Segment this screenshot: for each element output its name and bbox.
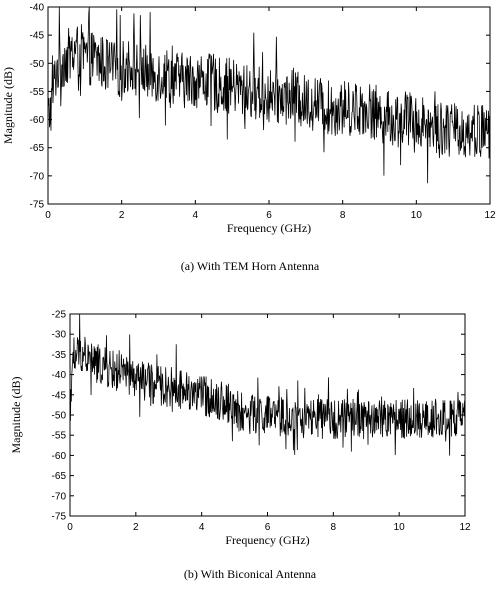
y-tick-label: -75 [52,512,67,523]
x-tick-label: 12 [484,210,496,221]
x-tick-label: 6 [265,522,271,533]
chart-panel-b: 0 2 4 6 8 10 12 -25 -30 -35 -40 -45 -50 -55 -60 -65 -70 -… [9,310,471,582]
y-tick-label: -65 [30,143,45,154]
spectrum-trace [70,314,465,456]
y-tick-label: -40 [52,370,67,381]
y-axis-label: Magnitude (dB) [9,377,23,454]
y-tick-label: -75 [30,200,45,211]
x-axis-label: Frequency (GHz) [227,221,311,235]
x-tick-label: 10 [411,210,423,221]
x-tick-label: 10 [394,522,406,533]
y-tick-label: -50 [30,59,45,70]
x-tick-label: 12 [459,522,471,533]
x-tick-label: 4 [199,522,205,533]
x-tick-label: 2 [133,522,139,533]
y-tick-label: -55 [30,87,45,98]
y-tick-label: -25 [52,310,67,321]
spectrum-trace [48,7,490,184]
x-tick-label: 2 [119,210,125,221]
y-tick-label: -50 [52,411,67,422]
y-tick-label: -30 [52,330,67,341]
y-tick-label: -35 [52,350,67,361]
x-tick-label: 0 [67,522,73,533]
y-axis-label: Magnitude (dB) [1,67,15,144]
y-tick-label: -45 [30,31,45,42]
chart-caption: (b) With Biconical Antenna [184,567,317,581]
x-tick-label: 8 [331,522,337,533]
x-tick-label: 0 [45,210,51,221]
x-tick-label: 8 [340,210,346,221]
y-tick-label: -60 [52,451,67,462]
y-tick-label: -55 [52,431,67,442]
y-tick-label: -45 [52,390,67,401]
y-tick-label: -40 [30,3,45,14]
x-tick-label: 6 [266,210,272,221]
x-tick-label: 4 [193,210,199,221]
y-tick-label: -70 [30,171,45,182]
y-tick-label: -65 [52,471,67,482]
y-tick-label: -60 [30,115,45,126]
y-tick-label: -70 [52,491,67,502]
x-axis-label: Frequency (GHz) [225,533,309,547]
chart-panel-a: 0 2 4 6 8 10 12 -40 -45 -50 -55 -60 -65 -70 -75 Frequen… [1,3,496,274]
chart-caption: (a) With TEM Horn Antenna [181,259,320,273]
